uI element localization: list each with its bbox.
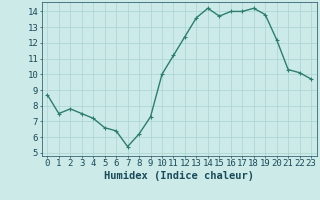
X-axis label: Humidex (Indice chaleur): Humidex (Indice chaleur) — [104, 171, 254, 181]
